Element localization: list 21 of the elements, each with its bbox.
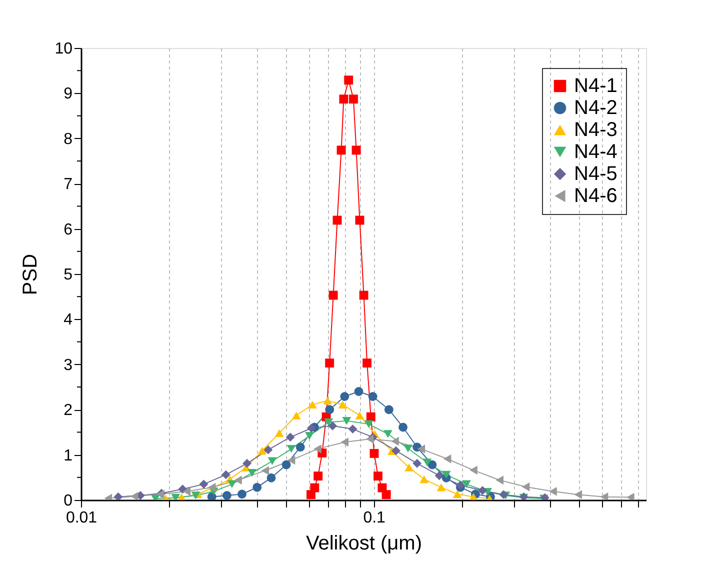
legend-label: N4-4 <box>574 141 618 163</box>
x-axis-title: Velikost (μm) <box>306 532 422 554</box>
legend-label: N4-2 <box>574 97 618 119</box>
y-tick-label: 6 <box>64 221 73 238</box>
y-tick-label: 8 <box>64 130 73 148</box>
legend-label: N4-6 <box>574 185 618 207</box>
x-tick-label: 0.1 <box>363 510 386 526</box>
y-tick-label: 5 <box>64 266 73 284</box>
y-tick-label: 9 <box>64 86 73 103</box>
legend-label: N4-3 <box>574 119 618 141</box>
y-axis-title: PSD <box>20 254 42 296</box>
y-tick-label: 4 <box>64 312 73 329</box>
legend-label: N4-5 <box>574 163 618 185</box>
x-tick-label: 0.01 <box>66 510 98 526</box>
y-tick-label: 1 <box>64 447 73 464</box>
y-tick-label: 7 <box>64 176 73 194</box>
legend-label: N4-1 <box>574 75 618 97</box>
y-tick-label: 2 <box>64 402 73 420</box>
y-tick-label: 10 <box>54 40 73 58</box>
y-tick-label: 3 <box>64 356 73 374</box>
y-tick-label: 0 <box>64 492 73 510</box>
